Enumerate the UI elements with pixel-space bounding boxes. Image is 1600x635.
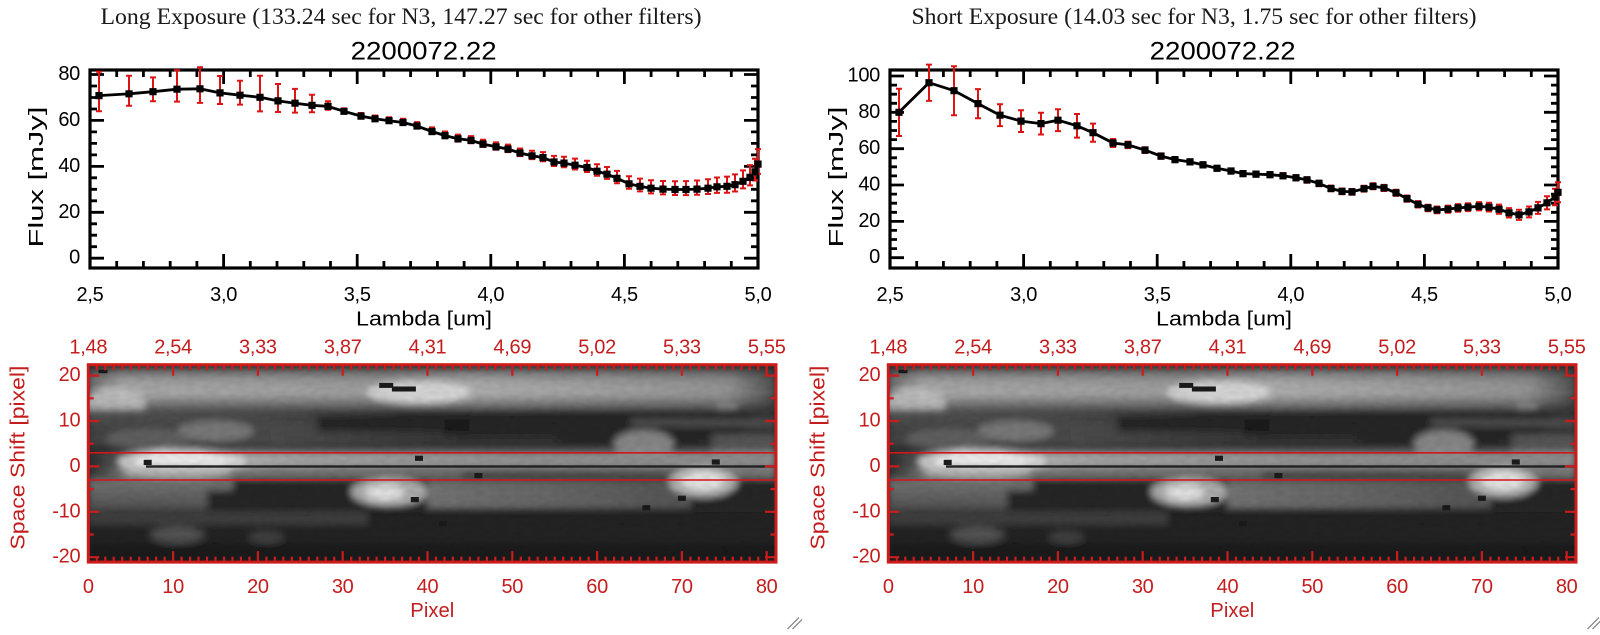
svg-text:4,5: 4,5	[611, 284, 638, 306]
svg-text:10: 10	[962, 576, 984, 598]
svg-text:3,5: 3,5	[1144, 284, 1171, 306]
svg-text:20: 20	[58, 201, 80, 223]
svg-text:60: 60	[1386, 576, 1408, 598]
svg-text:0: 0	[83, 576, 94, 598]
svg-text:5,55: 5,55	[1548, 337, 1586, 359]
svg-text:20: 20	[247, 576, 269, 598]
svg-text:5,0: 5,0	[1545, 284, 1572, 306]
svg-text:Short Exposure (14.03 sec for: Short Exposure (14.03 sec for N3, 1.75 s…	[912, 4, 1477, 29]
svg-text:40: 40	[58, 155, 80, 177]
svg-text:2,54: 2,54	[954, 337, 992, 359]
svg-text:5,33: 5,33	[663, 337, 701, 359]
svg-text:3,87: 3,87	[1124, 337, 1162, 359]
svg-text:Pixel: Pixel	[1210, 600, 1254, 622]
svg-text:4,31: 4,31	[409, 337, 447, 359]
svg-text:80: 80	[58, 63, 80, 85]
svg-text:4,0: 4,0	[477, 284, 504, 306]
svg-text:5,02: 5,02	[578, 337, 616, 359]
svg-text:2,54: 2,54	[154, 337, 192, 359]
svg-text:20: 20	[59, 364, 81, 386]
svg-text:Pixel: Pixel	[410, 600, 454, 622]
svg-text:40: 40	[1217, 576, 1239, 598]
svg-text:3,0: 3,0	[210, 284, 237, 306]
svg-text:20: 20	[858, 210, 880, 232]
svg-text:-10: -10	[852, 500, 880, 522]
svg-text:4,69: 4,69	[1293, 337, 1331, 359]
svg-text:2,5: 2,5	[877, 284, 904, 306]
svg-text:Space Shift [pixel]: Space Shift [pixel]	[807, 366, 829, 550]
svg-text:40: 40	[417, 576, 439, 598]
svg-text:2200072.22: 2200072.22	[351, 38, 497, 66]
svg-text:4,0: 4,0	[1277, 284, 1304, 306]
svg-text:Space Shift [pixel]: Space Shift [pixel]	[7, 366, 29, 550]
svg-text:70: 70	[671, 576, 693, 598]
svg-text:0: 0	[869, 246, 880, 268]
svg-text:30: 30	[1132, 576, 1154, 598]
svg-text:0: 0	[69, 247, 80, 269]
svg-text:70: 70	[1471, 576, 1493, 598]
svg-text:3,0: 3,0	[1010, 284, 1037, 306]
svg-text:20: 20	[859, 364, 881, 386]
svg-text:80: 80	[858, 101, 880, 123]
svg-text:Flux [mJy]: Flux [mJy]	[826, 107, 848, 248]
svg-text:30: 30	[332, 576, 354, 598]
svg-text:-20: -20	[52, 546, 80, 568]
svg-text:-20: -20	[852, 546, 880, 568]
svg-text:5,55: 5,55	[748, 337, 786, 359]
svg-text:4,5: 4,5	[1411, 284, 1438, 306]
svg-text:Lambda [um]: Lambda [um]	[1156, 309, 1292, 331]
svg-text:Long Exposure (133.24 sec for: Long Exposure (133.24 sec for N3, 147.27…	[101, 4, 702, 29]
svg-text:4,69: 4,69	[493, 337, 531, 359]
svg-text:50: 50	[501, 576, 523, 598]
svg-text:1,48: 1,48	[869, 337, 907, 359]
svg-text:60: 60	[858, 137, 880, 159]
svg-text:-10: -10	[52, 500, 80, 522]
svg-text:5,0: 5,0	[745, 284, 772, 306]
svg-text:0: 0	[69, 455, 80, 477]
svg-text:3,33: 3,33	[239, 337, 277, 359]
svg-text:2200072.22: 2200072.22	[1150, 38, 1296, 66]
svg-text:Flux [mJy]: Flux [mJy]	[26, 107, 48, 248]
svg-text:Lambda [um]: Lambda [um]	[356, 309, 492, 331]
svg-text:20: 20	[1047, 576, 1069, 598]
svg-text:2,5: 2,5	[77, 284, 104, 306]
svg-text:10: 10	[859, 410, 881, 432]
svg-text:80: 80	[756, 576, 778, 598]
svg-text:3,33: 3,33	[1039, 337, 1077, 359]
svg-text:10: 10	[162, 576, 184, 598]
svg-text:4,31: 4,31	[1209, 337, 1247, 359]
svg-text:0: 0	[869, 455, 880, 477]
svg-text:80: 80	[1556, 576, 1578, 598]
svg-text:60: 60	[58, 109, 80, 131]
svg-text:3,5: 3,5	[344, 284, 371, 306]
svg-text:10: 10	[59, 410, 81, 432]
svg-text:5,33: 5,33	[1463, 337, 1501, 359]
svg-text:50: 50	[1301, 576, 1323, 598]
svg-text:3,87: 3,87	[324, 337, 362, 359]
svg-text:60: 60	[586, 576, 608, 598]
svg-text:5,02: 5,02	[1378, 337, 1416, 359]
svg-text:100: 100	[848, 65, 881, 87]
svg-text:40: 40	[858, 174, 880, 196]
svg-text:0: 0	[883, 576, 894, 598]
svg-text:1,48: 1,48	[69, 337, 107, 359]
